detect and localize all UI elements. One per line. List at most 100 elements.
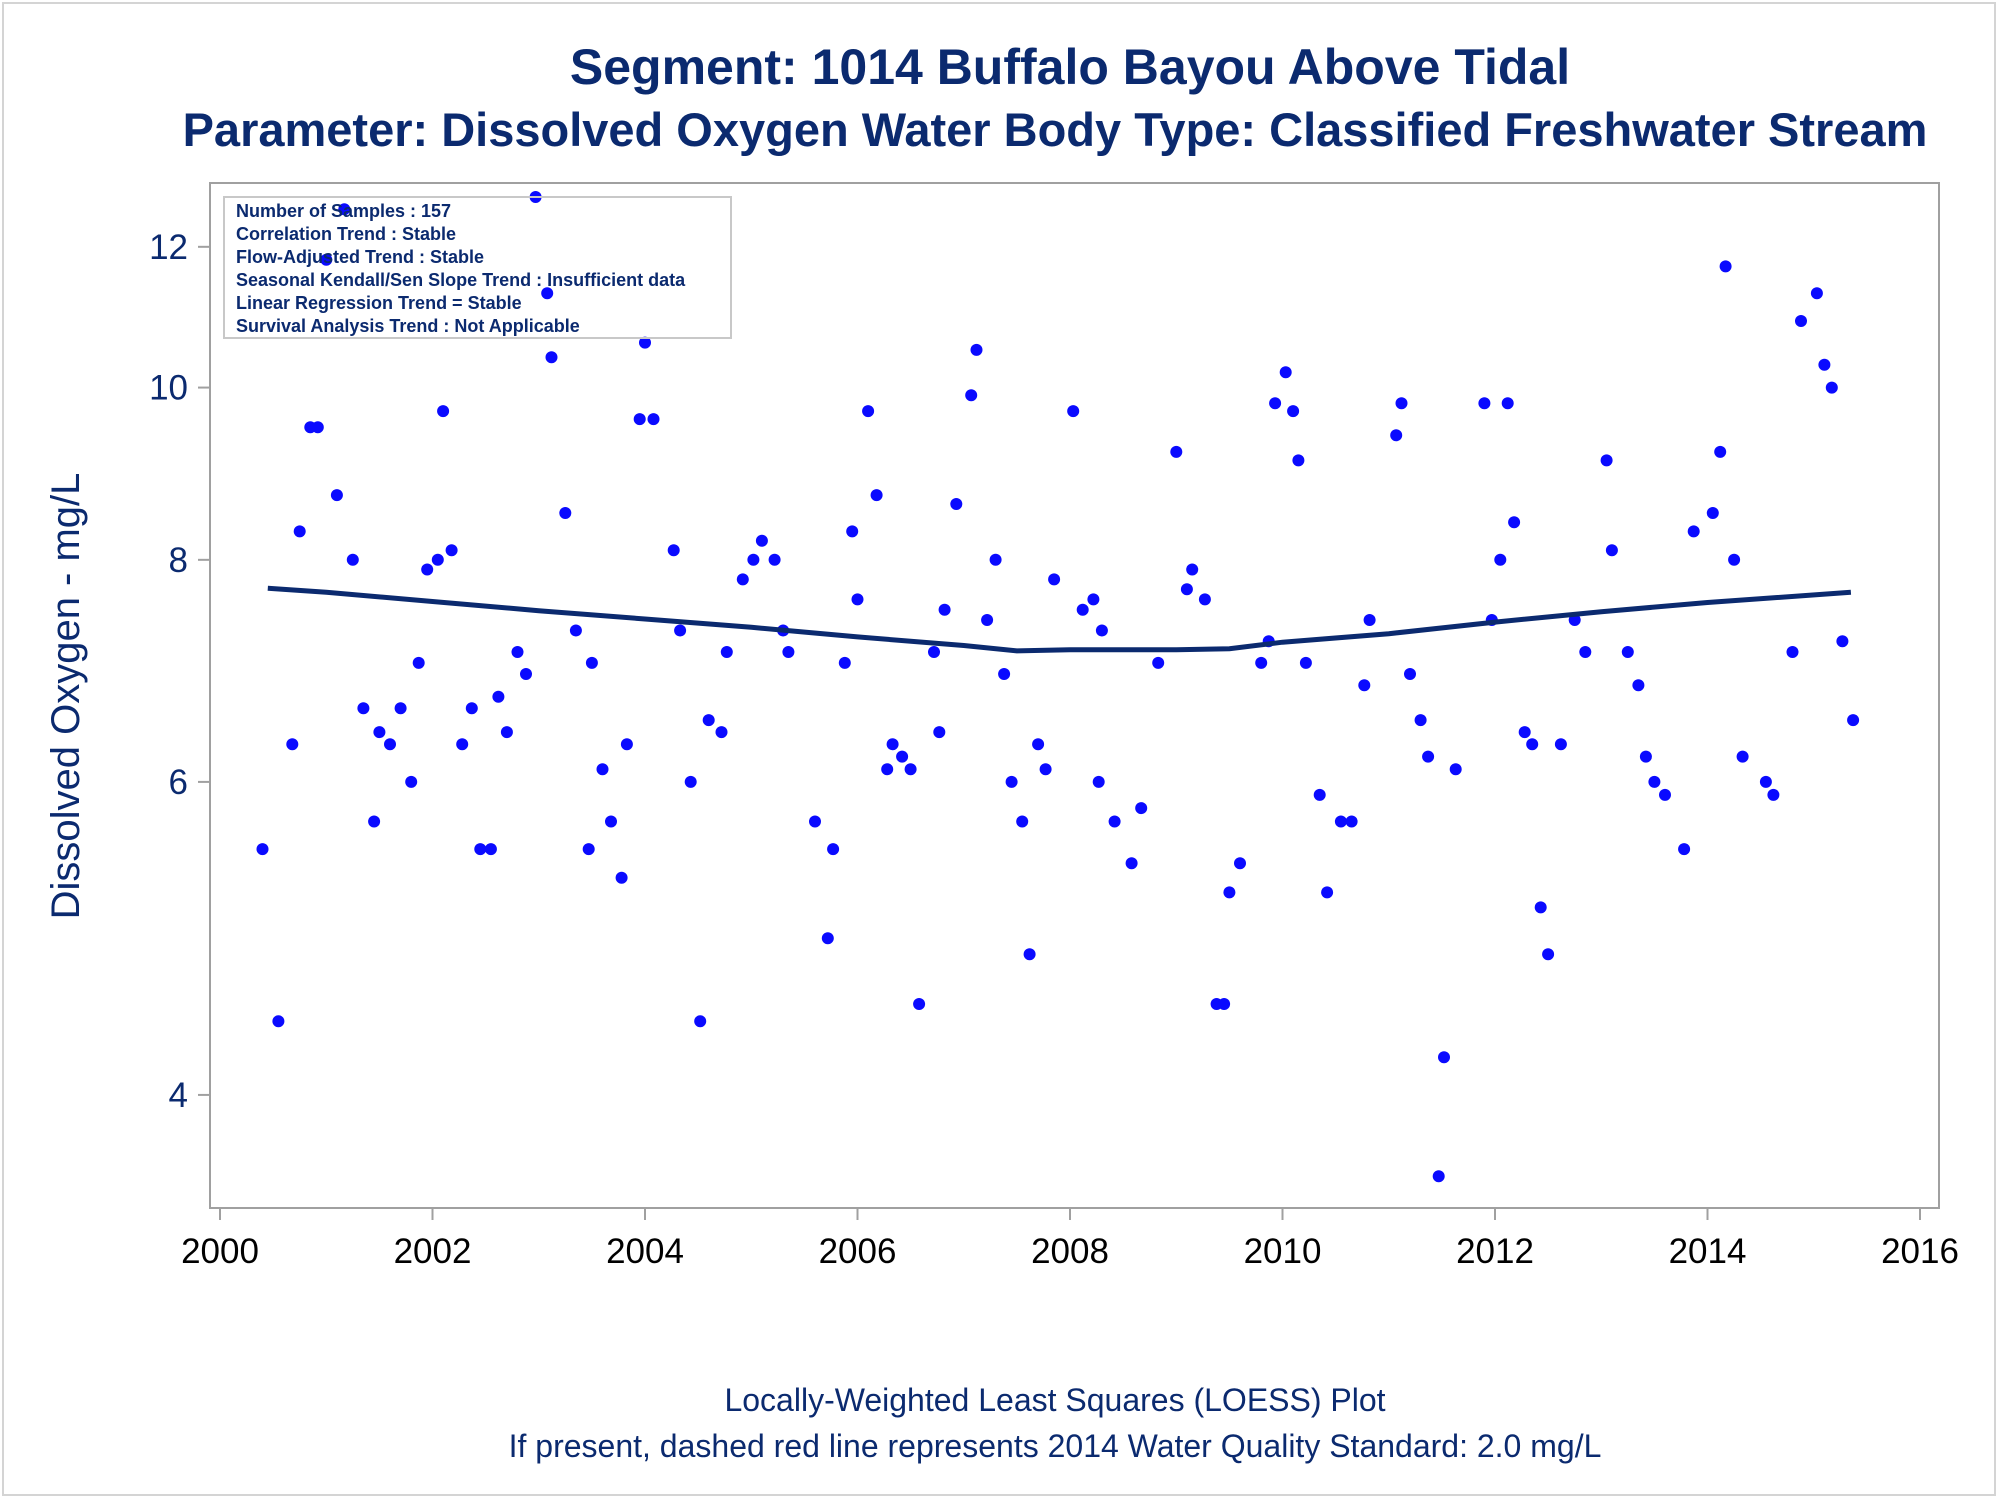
y-axis-title: Dissolved Oxygen - mg/L (44, 473, 88, 920)
data-points (256, 191, 1860, 1183)
data-point (1478, 397, 1491, 410)
data-point (846, 525, 859, 538)
data-point (639, 336, 651, 349)
x-tick-label: 2008 (1031, 1232, 1109, 1271)
data-point (311, 421, 324, 434)
data-point (421, 563, 434, 576)
data-point (1494, 553, 1507, 566)
data-point (1786, 646, 1799, 658)
data-point (862, 405, 875, 418)
data-point (511, 646, 524, 658)
data-point (1714, 445, 1727, 458)
data-point (1825, 381, 1838, 394)
data-point (1255, 656, 1268, 669)
data-point (1449, 763, 1462, 776)
data-point (596, 763, 609, 776)
data-point (541, 287, 554, 300)
data-point (1152, 656, 1165, 669)
data-point (1087, 593, 1100, 606)
data-point (545, 351, 558, 364)
data-point (615, 871, 628, 884)
data-point (569, 624, 582, 637)
data-point (881, 763, 894, 776)
data-point (1639, 750, 1652, 763)
y-tick-label: 4 (169, 1076, 188, 1115)
data-point (1292, 454, 1305, 467)
data-point (1125, 857, 1138, 870)
data-point (346, 553, 359, 566)
data-point (1363, 614, 1376, 626)
data-point (1579, 646, 1592, 658)
data-point (272, 1015, 285, 1028)
data-point (559, 507, 572, 519)
info-box-line: Survival Analysis Trend : Not Applicable (236, 316, 580, 336)
data-point (1432, 1170, 1445, 1183)
data-point (933, 726, 946, 739)
data-point (412, 656, 425, 669)
y-axis: 4 6 8 10 12 (149, 228, 210, 1115)
data-point (1518, 726, 1531, 739)
data-point (1198, 593, 1211, 606)
data-point (585, 656, 598, 669)
data-point (694, 1015, 707, 1028)
data-point (620, 738, 633, 751)
data-point (605, 815, 617, 828)
data-point (1736, 750, 1749, 763)
y-tick-label: 6 (169, 763, 188, 802)
chart-title: Segment: 1014 Buffalo Bayou Above Tidal (569, 39, 1571, 95)
data-point (1269, 397, 1282, 410)
data-point (1048, 573, 1061, 586)
data-point (1836, 635, 1849, 648)
data-point (913, 998, 926, 1010)
data-point (500, 726, 513, 739)
info-box-line: Correlation Trend : Stable (236, 224, 456, 244)
data-point (1508, 516, 1521, 529)
loess-line (267, 585, 1852, 654)
x-tick-label: 2006 (819, 1232, 897, 1271)
y-tick-label: 8 (169, 541, 188, 580)
data-point (437, 405, 450, 418)
x-tick-label: 2004 (606, 1232, 684, 1271)
footnote-loess: Locally-Weighted Least Squares (LOESS) P… (724, 1382, 1386, 1418)
data-point (755, 534, 768, 547)
data-point (928, 646, 940, 658)
x-tick-label: 2014 (1669, 1232, 1747, 1271)
data-point (1438, 1051, 1450, 1064)
data-point (1847, 714, 1860, 727)
data-point (1076, 603, 1089, 616)
data-point (896, 750, 909, 763)
data-point (965, 389, 978, 402)
data-point (1759, 775, 1772, 788)
data-point (1728, 553, 1741, 566)
data-point (1218, 998, 1231, 1010)
data-point (684, 775, 697, 788)
x-tick-label: 2010 (1244, 1232, 1322, 1271)
data-point (1180, 583, 1193, 596)
info-box-frame (223, 196, 732, 339)
data-point (357, 702, 370, 715)
data-point (520, 668, 532, 680)
data-point (1632, 679, 1645, 692)
data-point (368, 815, 381, 828)
data-point (445, 544, 458, 557)
data-point (320, 253, 333, 266)
data-point (838, 656, 851, 669)
data-point (1039, 763, 1052, 776)
chart-subtitle: Parameter: Dissolved Oxygen Water Body T… (182, 103, 1928, 156)
y-tick-label: 10 (149, 369, 188, 408)
data-point (1422, 750, 1435, 763)
data-point (1719, 260, 1732, 273)
plot-area (209, 182, 1940, 1209)
data-point (1108, 815, 1121, 828)
data-point (886, 738, 899, 751)
data-point (1501, 397, 1514, 410)
data-point (1659, 788, 1671, 801)
data-point (1687, 525, 1700, 538)
data-point (465, 702, 478, 715)
data-point (1234, 857, 1246, 870)
data-point (1554, 738, 1567, 751)
x-axis: 2000 2002 2004 2006 2008 2010 2012 2014 2016 (181, 1208, 1959, 1271)
data-point (1092, 775, 1105, 788)
data-point (736, 573, 749, 586)
